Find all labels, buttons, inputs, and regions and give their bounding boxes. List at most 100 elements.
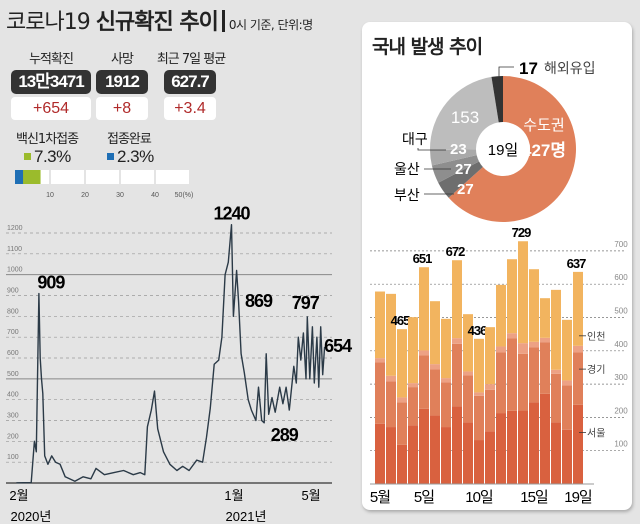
slice-name-label: 대구 (402, 131, 428, 147)
bar-segment (529, 269, 539, 342)
bar-data-label: 436 (468, 323, 487, 338)
donut-slice (430, 149, 477, 166)
bar-segment (573, 345, 583, 353)
year-label: 2020년 (10, 509, 51, 524)
bar-segment (562, 385, 572, 430)
blue-square-icon (107, 153, 114, 160)
slice-name-label: 해외유입 (544, 60, 596, 76)
scale-segment (86, 170, 119, 184)
y-tick-label: 700 (614, 240, 628, 249)
bar-segment (573, 271, 583, 346)
stat-value: 627.7 (164, 70, 216, 94)
scale-tick: 10 (46, 192, 54, 199)
bar-segment (397, 444, 407, 484)
bar-data-label: 729 (512, 225, 531, 240)
bar-segment (540, 393, 550, 484)
bar-segment (463, 375, 473, 423)
y-tick-label: 1100 (7, 246, 22, 253)
bar-segment (397, 397, 407, 403)
scale-tick: 20 (81, 192, 89, 199)
bar-segment (397, 402, 407, 445)
y-tick-label: 900 (7, 288, 19, 295)
bar-segment (419, 355, 429, 409)
scale-segment (121, 170, 154, 184)
legend-label: 인천 (587, 331, 605, 343)
slice-name-label: 부산 (394, 187, 420, 203)
slice-value-label: 17 (519, 59, 538, 78)
title-bold: 신규확진 추이 (95, 10, 219, 35)
x-tick-label: 10일 (465, 489, 493, 506)
stat-label: 누적확진 (29, 52, 74, 67)
vaccine-full: 접종완료 2.3% (107, 128, 154, 167)
annotation-label: 869 (245, 291, 273, 311)
slice-name-label: 수도권 (523, 117, 564, 134)
x-tick-label: 5월 (301, 488, 320, 503)
card-title: 국내 발생 추이 (372, 36, 483, 58)
stat-label: 사망 (111, 52, 134, 67)
x-tick-label: 15일 (520, 489, 548, 506)
bar-segment (507, 338, 517, 411)
y-tick-label: 100 (614, 440, 628, 449)
bar-segment (452, 260, 462, 339)
bar-segment (485, 327, 495, 385)
stat-delta: +8 (96, 97, 148, 120)
y-tick-label: 800 (7, 308, 19, 315)
donut-slice (448, 76, 576, 223)
annotation-label: 797 (292, 293, 320, 313)
bar-segment (496, 284, 506, 347)
bar-segment (452, 343, 462, 407)
bar-segment (386, 381, 396, 428)
bar-segment (496, 352, 506, 414)
bar-segment (562, 429, 572, 484)
y-tick-label: 300 (614, 373, 628, 382)
bar-segment (441, 382, 451, 428)
stat-cumulative: 누적확진 13만3471 +654 (11, 48, 91, 120)
y-tick-label: 400 (7, 392, 19, 399)
bar-segment (419, 350, 429, 356)
bar-segment (485, 384, 495, 390)
legend-label: 서울 (587, 427, 605, 439)
subtitle: 0시 기준, 단위:명 (228, 18, 313, 32)
bar-segment (573, 404, 583, 484)
title-separator (221, 10, 225, 32)
green-square-icon (24, 153, 31, 160)
bar-segment (551, 289, 561, 370)
bar-segment (375, 291, 385, 359)
stat-delta: +3.4 (164, 97, 216, 120)
bar-segment (562, 380, 572, 386)
bar-segment (507, 410, 517, 484)
leader-line (498, 66, 514, 82)
bar-segment (441, 378, 451, 383)
bar-segment (507, 333, 517, 339)
y-tick-label: 500 (7, 371, 19, 378)
year-label: 2021년 (226, 509, 267, 524)
bar-segment (518, 241, 528, 344)
bar-segment (452, 338, 462, 344)
slice-value-label: 27 (455, 161, 472, 178)
bar-segment (386, 375, 396, 382)
bar-segment (375, 423, 385, 484)
scale-tick: 40 (151, 192, 159, 199)
bar-segment (408, 425, 418, 484)
title-light: 코로나19 (6, 10, 91, 35)
stat-delta: +654 (11, 97, 91, 120)
stat-value: 1912 (96, 70, 148, 94)
scale-segment (156, 170, 189, 184)
y-tick-label: 200 (7, 433, 19, 440)
bar-segment (551, 373, 561, 423)
stat-deaths: 사망 1912 +8 (96, 48, 148, 120)
bar-segment (408, 317, 418, 384)
vaccine-full-pct: 2.3% (117, 147, 154, 166)
donut-slice (438, 161, 483, 198)
bar-segment (540, 342, 550, 394)
y-tick-label: 300 (7, 413, 19, 420)
bar-segment (573, 352, 583, 405)
bar-segment (397, 329, 407, 398)
bar-segment (540, 298, 550, 338)
slice-value-label: 153 (451, 108, 479, 127)
bar-segment (386, 427, 396, 484)
bar-segment (463, 422, 473, 484)
scale-tick: 50(%) (175, 192, 194, 199)
bar-data-label: 637 (567, 256, 586, 271)
